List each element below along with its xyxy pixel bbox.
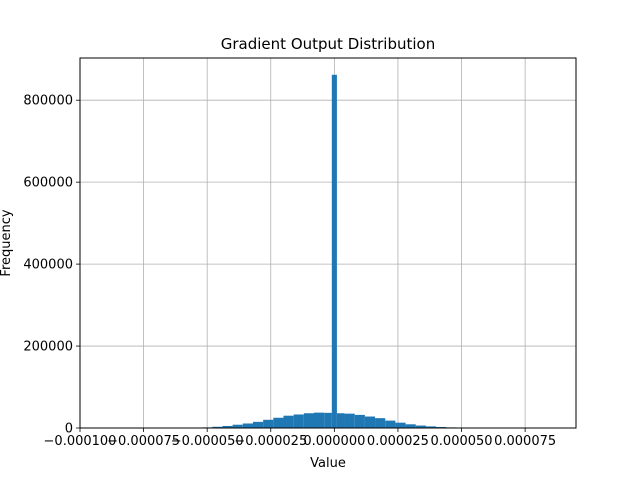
x-tick-label: 0.000075 bbox=[494, 434, 556, 449]
histogram-bars bbox=[191, 74, 498, 428]
histogram-bar bbox=[242, 423, 253, 428]
histogram-bar bbox=[314, 412, 325, 428]
histogram-bar bbox=[283, 415, 294, 428]
y-axis-label: Frequency bbox=[0, 209, 14, 276]
histogram-bar bbox=[405, 424, 416, 428]
y-tick-label: 200000 bbox=[23, 340, 73, 355]
y-tick-label: 400000 bbox=[23, 258, 73, 273]
histogram-bar bbox=[354, 414, 365, 428]
y-axis-ticks: 0 200000 400000 600000 800000 bbox=[23, 94, 80, 437]
histogram-bar bbox=[273, 417, 284, 428]
histogram-bar bbox=[375, 418, 386, 428]
histogram-bar bbox=[344, 413, 355, 428]
histogram-bar bbox=[336, 413, 345, 428]
histogram-bar bbox=[232, 424, 243, 428]
y-tick-label: 600000 bbox=[23, 176, 73, 191]
histogram-bar bbox=[222, 425, 233, 428]
x-tick-label: −0.000025 bbox=[234, 434, 307, 449]
x-tick-label: 0.000000 bbox=[303, 434, 365, 449]
histogram-bar bbox=[263, 419, 274, 428]
x-tick-label: 0.000025 bbox=[367, 434, 429, 449]
y-tick-label: 800000 bbox=[23, 94, 73, 109]
plot-frame bbox=[79, 57, 577, 429]
histogram-bar bbox=[212, 426, 223, 428]
histogram-bar bbox=[303, 413, 315, 428]
histogram-bar bbox=[415, 425, 426, 428]
x-tick-label: −0.000075 bbox=[107, 434, 180, 449]
x-axis-ticks: −0.000100−0.000075−0.000050−0.0000250.00… bbox=[44, 428, 556, 449]
y-tick-label: 0 bbox=[65, 422, 73, 437]
histogram-bar bbox=[436, 426, 447, 428]
histogram-bar bbox=[364, 416, 376, 428]
histogram-bar bbox=[331, 74, 337, 428]
x-tick-label: −0.000100 bbox=[44, 434, 117, 449]
chart-title: Gradient Output Distribution bbox=[221, 35, 435, 53]
x-tick-label: 0.000050 bbox=[431, 434, 493, 449]
histogram-bar bbox=[385, 420, 396, 428]
plot-area bbox=[80, 58, 576, 428]
histogram-bar bbox=[425, 426, 437, 428]
histogram-bar bbox=[293, 414, 304, 428]
histogram-bar bbox=[324, 412, 332, 428]
x-axis-label: Value bbox=[310, 456, 346, 471]
histogram-bar bbox=[252, 421, 264, 428]
histogram-bar bbox=[395, 422, 406, 428]
x-tick-label: −0.000050 bbox=[171, 434, 244, 449]
